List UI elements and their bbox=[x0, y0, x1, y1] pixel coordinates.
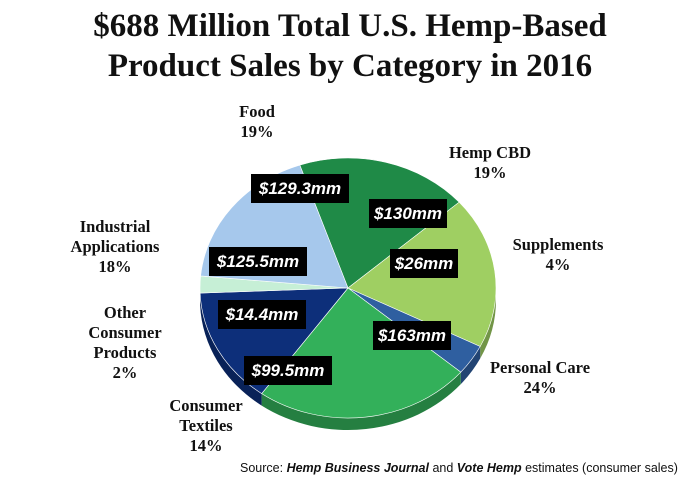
value-text-other-consumer-products: $14.4mm bbox=[225, 305, 299, 324]
category-line: Personal Care bbox=[490, 358, 590, 377]
value-text-hemp-cbd: $130mm bbox=[373, 204, 442, 223]
title-line-1: $688 Million Total U.S. Hemp-Based bbox=[93, 8, 607, 44]
percent-label-industrial-applications: 18% bbox=[99, 257, 132, 276]
value-box-other-consumer-products bbox=[218, 300, 306, 329]
source-note: Source: Hemp Business Journal and Vote H… bbox=[240, 461, 700, 475]
value-box-food bbox=[251, 174, 349, 203]
value-text-personal-care: $163mm bbox=[377, 326, 446, 345]
category-line: Other bbox=[104, 303, 146, 322]
value-label-consumer-textiles: $99.5mm bbox=[244, 356, 332, 385]
category-label-supplements: Supplements 4% bbox=[513, 235, 604, 274]
category-labels: Food 19%Hemp CBD 19%Supplements 4%Personal … bbox=[71, 102, 604, 455]
slice-side-supplements bbox=[460, 346, 481, 385]
value-label-supplements: $26mm bbox=[390, 249, 458, 278]
value-box-industrial-applications bbox=[209, 247, 307, 276]
value-text-supplements: $26mm bbox=[394, 254, 454, 273]
category-line: Consumer bbox=[169, 396, 242, 415]
percent-label-personal-care: 24% bbox=[524, 378, 557, 397]
category-label-food: Food 19% bbox=[239, 102, 275, 141]
source-and: and bbox=[428, 461, 457, 475]
category-label-industrial-applications: Industrial Applications 18% bbox=[71, 217, 161, 276]
slice-personal-care bbox=[261, 287, 462, 419]
value-label-hemp-cbd: $130mm bbox=[369, 199, 447, 228]
slice-side-hemp-cbd bbox=[480, 288, 496, 359]
value-labels: $129.3mm $130mm $26mm $163mm $99.5mm $14.4mm $… bbox=[209, 174, 458, 385]
value-label-industrial-applications: $125.5mm bbox=[209, 247, 307, 276]
category-line: Hemp CBD bbox=[449, 143, 531, 162]
value-box-personal-care bbox=[373, 321, 451, 350]
category-label-consumer-textiles: Consumer Textiles 14% bbox=[169, 396, 242, 455]
source-prefix: Source: bbox=[240, 461, 287, 475]
value-box-supplements bbox=[390, 249, 458, 278]
category-line: Industrial bbox=[80, 217, 151, 236]
value-text-food: $129.3mm bbox=[258, 179, 341, 198]
value-text-consumer-textiles: $99.5mm bbox=[251, 361, 325, 380]
category-line: Products bbox=[94, 343, 158, 362]
percent-label-supplements: 4% bbox=[546, 255, 571, 274]
value-label-food: $129.3mm bbox=[251, 174, 349, 203]
category-line: Applications bbox=[71, 237, 161, 256]
value-text-industrial-applications: $125.5mm bbox=[216, 252, 299, 271]
source-publication-2: Vote Hemp bbox=[456, 461, 522, 475]
title-line-2: Product Sales by Category in 2016 bbox=[107, 48, 593, 84]
percent-label-consumer-textiles: 14% bbox=[190, 436, 223, 455]
category-line: Food bbox=[239, 102, 275, 121]
value-label-other-consumer-products: $14.4mm bbox=[218, 300, 306, 329]
value-label-personal-care: $163mm bbox=[373, 321, 451, 350]
pie-sides bbox=[200, 288, 496, 430]
value-box-hemp-cbd bbox=[369, 199, 447, 228]
percent-label-hemp-cbd: 19% bbox=[474, 163, 507, 182]
category-line: Consumer bbox=[88, 323, 161, 342]
category-label-other-consumer-products: Other Consumer Products 2% bbox=[88, 303, 161, 382]
chart-title: $688 Million Total U.S. Hemp-Based Produ… bbox=[0, 6, 700, 86]
percent-label-other-consumer-products: 2% bbox=[113, 363, 138, 382]
percent-label-food: 19% bbox=[241, 122, 274, 141]
slice-side-consumer-textiles bbox=[200, 293, 262, 406]
value-box-consumer-textiles bbox=[244, 356, 332, 385]
category-line: Textiles bbox=[179, 416, 233, 435]
category-label-hemp-cbd: Hemp CBD 19% bbox=[449, 143, 531, 182]
category-line: Supplements bbox=[513, 235, 604, 254]
slice-side-personal-care bbox=[261, 372, 461, 430]
source-publication-1: Hemp Business Journal bbox=[286, 461, 429, 475]
category-label-personal-care: Personal Care 24% bbox=[490, 358, 590, 397]
source-suffix: estimates (consumer sales) bbox=[521, 461, 678, 475]
